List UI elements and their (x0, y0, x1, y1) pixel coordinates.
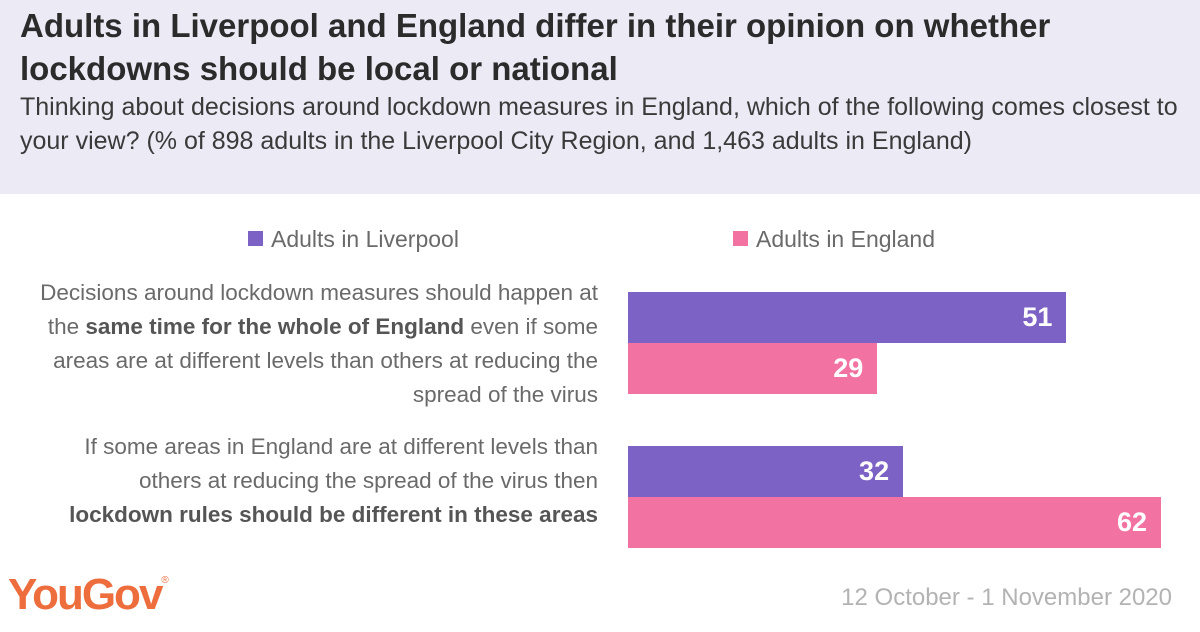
yougov-logo: YouGov® (8, 570, 169, 619)
fieldwork-date: 12 October - 1 November 2020 (841, 584, 1172, 611)
legend-swatch-england (733, 231, 748, 246)
bar-england-1 (628, 343, 878, 394)
header-band: Adults in Liverpool and England differ i… (0, 0, 1200, 194)
legend-item-liverpool: Adults in Liverpool (248, 226, 459, 253)
bar-liverpool-2 (628, 446, 904, 497)
chart-subtitle: Thinking about decisions around lockdown… (20, 93, 1178, 155)
legend-label-liverpool: Adults in Liverpool (271, 226, 459, 252)
bar-liverpool-1 (628, 292, 1067, 343)
legend-item-england: Adults in England (733, 226, 935, 253)
bar-england-2 (628, 497, 1161, 548)
chart-title: Adults in Liverpool and England differ i… (20, 7, 1051, 87)
data-label-england-1: 29 (833, 353, 864, 383)
data-label-liverpool-2: 32 (859, 456, 890, 486)
legend-swatch-liverpool (248, 231, 263, 246)
data-label-liverpool-1: 51 (1022, 302, 1053, 332)
category-label-2: If some areas in England are at differen… (69, 434, 598, 527)
data-label-england-2: 62 (1116, 507, 1147, 537)
legend-label-england: Adults in England (756, 226, 936, 252)
category-label-1: Decisions around lockdown measures shoul… (40, 280, 598, 407)
